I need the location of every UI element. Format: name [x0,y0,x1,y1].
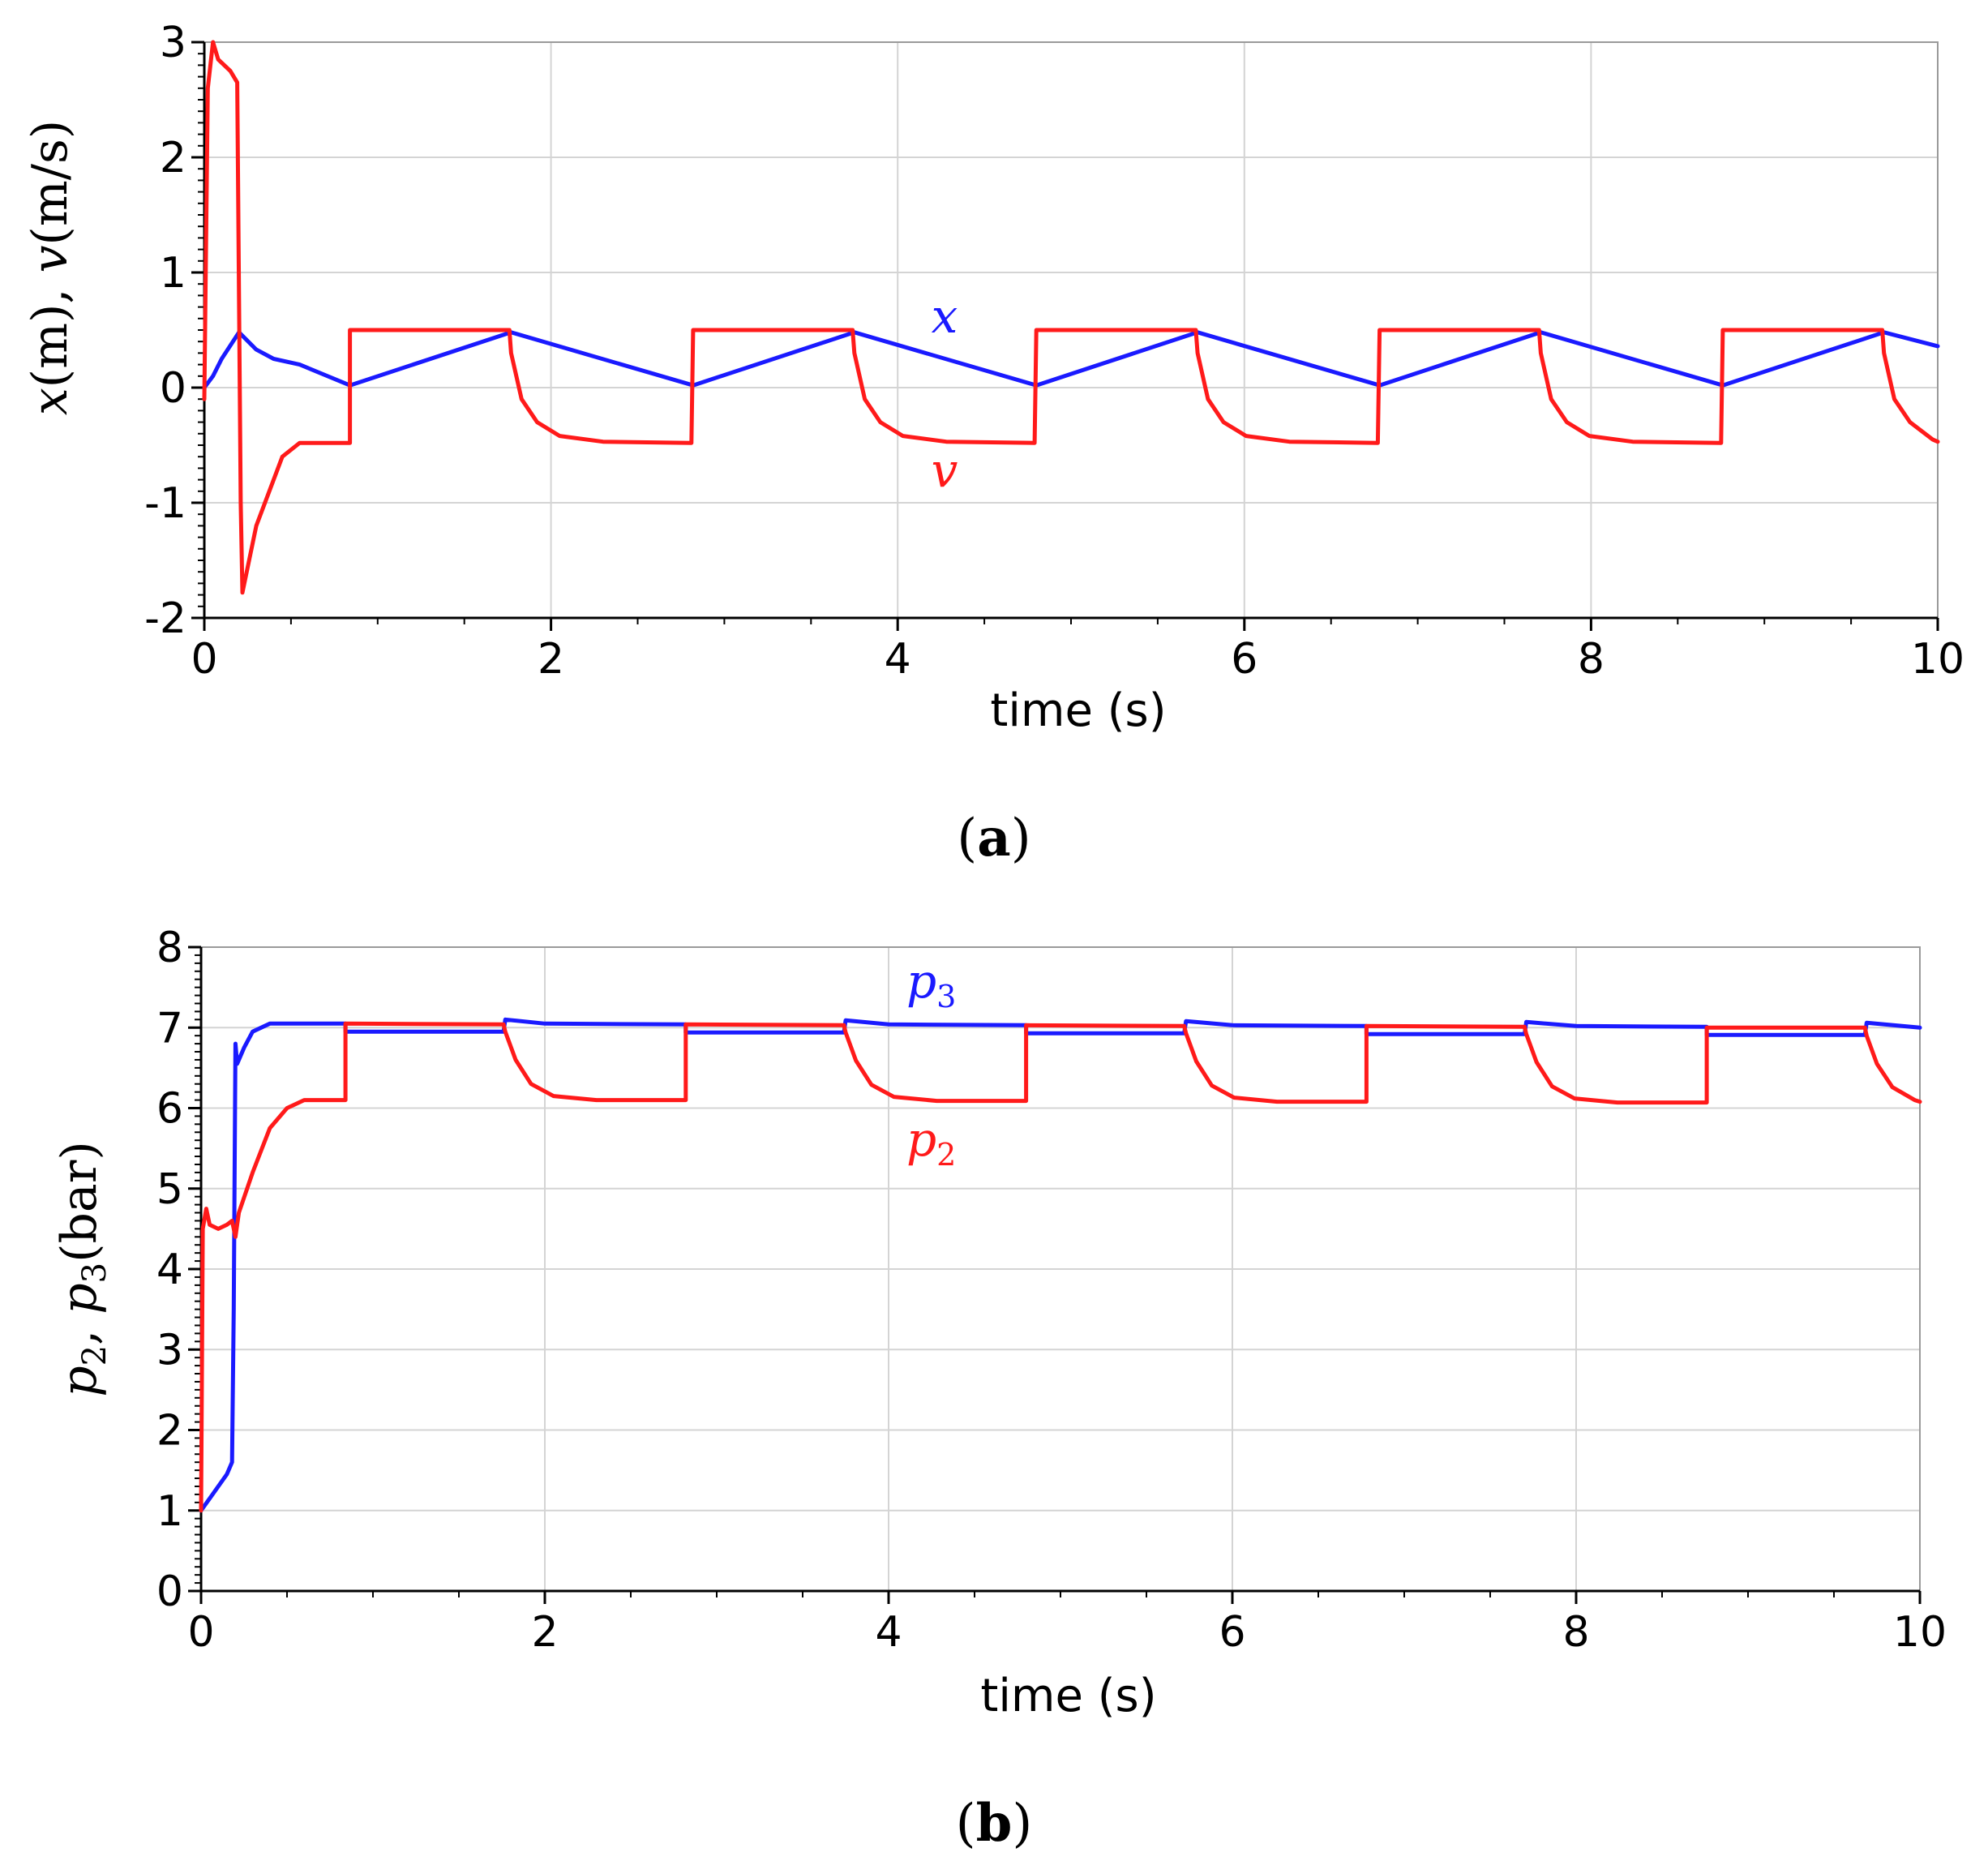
x-tick-label-8: 8 [1578,635,1605,684]
x-tick-label-4: 4 [885,635,911,684]
caption-b-letter: b [976,1793,1013,1854]
y-tick-label--2: -2 [144,594,186,643]
y-label-b-p2-sub: 2 [76,1345,114,1366]
annotation-p2-sub: 2 [936,1137,956,1173]
y-tick-label-3: 3 [160,19,186,67]
y-label-b-unit: (bar) [51,1141,108,1263]
y-label-b-p3-sub: 3 [76,1263,114,1283]
annotation-p3-sub: 3 [936,979,956,1014]
x-tick-label-10: 10 [1893,1608,1947,1657]
annotation-p3-base: p [906,954,936,1009]
x-tick-labels-b: 0 2 4 6 8 10 [187,1608,1947,1657]
minor-ticks-a [198,41,1939,624]
caption-b-close: ) [1012,1794,1032,1854]
caption-b-open: ( [956,1794,976,1854]
series-annotation-v: v [932,443,958,498]
y-tick-label-8: 8 [156,924,183,972]
series-line-v [202,40,1940,595]
series-group-a [202,40,1940,595]
series-annotation-p2: p2 [906,1112,956,1173]
y-tick-label-0: 0 [156,1567,183,1616]
y-label-b-p2: p [51,1366,108,1396]
x-tick-label-10: 10 [1911,635,1964,684]
series-group-b [199,1017,1922,1513]
y-tick-label-2: 2 [160,134,186,182]
x-axis-label-a: time (s) [990,684,1166,737]
caption-a: (a) [957,808,1030,868]
x-tick-label-4: 4 [875,1608,902,1657]
series-line-p2 [199,1021,1922,1513]
y-axis-label-a: x(m), v(m/s) [22,120,79,415]
y-axis-label-b: p2, p3(bar) [51,1141,114,1397]
x-axis-label-b: time (s) [980,1670,1156,1722]
caption-a-close: ) [1011,808,1031,868]
x-tick-label-6: 6 [1231,635,1257,684]
caption-a-open: ( [957,808,977,868]
y-label-a-unit-ms: (m/s) [22,120,79,246]
y-tick-label-4: 4 [156,1246,183,1294]
annotation-p2-base: p [906,1112,936,1167]
y-tick-label-6: 6 [156,1085,183,1134]
x-tick-label-2: 2 [531,1608,558,1657]
y-tick-label-2: 2 [156,1407,183,1456]
major-ticks-b [188,946,1922,1604]
y-tick-labels-a: -2 -1 0 1 2 3 [144,19,186,643]
y-tick-label-3: 3 [156,1326,183,1374]
y-label-b-comma: , [51,1314,108,1345]
x-tick-label-6: 6 [1219,1608,1245,1657]
y-tick-label-1: 1 [156,1487,183,1536]
y-label-a-unit-m: (m), [22,272,79,388]
y-label-b-p3: p [51,1283,108,1314]
y-tick-label-1: 1 [160,249,186,298]
major-ticks-a [191,41,1939,631]
minor-ticks-b [195,946,1921,1597]
gridlines-b [201,946,1921,1591]
series-annotation-x: x [932,289,958,344]
series-annotation-p3: p3 [906,954,956,1014]
x-tick-label-8: 8 [1562,1608,1589,1657]
caption-b: (b) [956,1793,1033,1854]
x-tick-label-0: 0 [191,635,217,684]
x-tick-label-2: 2 [538,635,564,684]
caption-a-letter: a [977,808,1010,868]
y-tick-label-0: 0 [160,364,186,413]
y-tick-label-7: 7 [156,1004,183,1053]
y-tick-labels-b: 0 1 2 3 4 5 6 7 8 [156,924,183,1616]
x-tick-label-0: 0 [187,1608,214,1657]
y-label-a-v: v [22,245,79,272]
y-tick-label-5: 5 [156,1165,183,1214]
x-tick-labels-a: 0 2 4 6 8 10 [191,635,1964,684]
series-line-p3 [199,1017,1922,1513]
series-line-x [202,330,1940,390]
y-label-a-x: x [22,388,79,415]
y-tick-label--1: -1 [144,479,186,528]
